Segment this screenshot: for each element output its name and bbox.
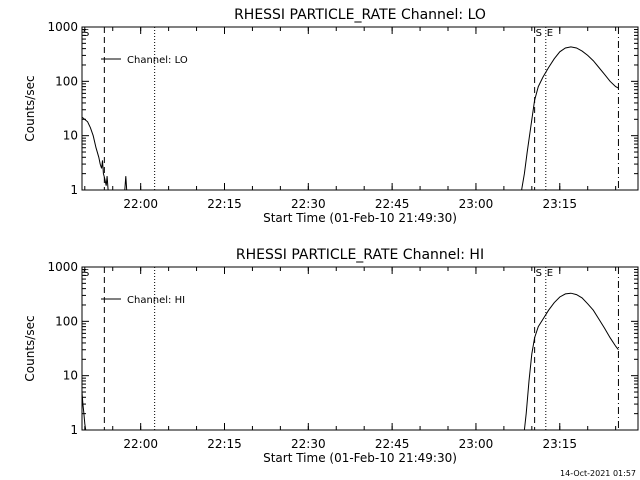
x-axis-label: Start Time (01-Feb-10 21:49:30) bbox=[263, 451, 457, 465]
series-line bbox=[523, 292, 619, 431]
x-tick-label: 22:00 bbox=[123, 437, 158, 451]
event-marker-label: S bbox=[536, 28, 542, 39]
x-tick-label: 22:30 bbox=[291, 197, 326, 211]
event-marker-label: E bbox=[547, 268, 553, 279]
y-tick-label: 1 bbox=[70, 183, 78, 197]
legend-label: Channel: LO bbox=[127, 55, 188, 66]
x-tick-label: 23:00 bbox=[459, 437, 494, 451]
event-marker-label: S bbox=[536, 268, 542, 279]
x-tick-label: 22:45 bbox=[375, 197, 410, 211]
y-tick-label: 1000 bbox=[47, 20, 78, 34]
series-line bbox=[124, 176, 128, 191]
chart-title: RHESSI PARTICLE_RATE Channel: HI bbox=[236, 247, 484, 263]
plot-frame bbox=[81, 26, 639, 191]
x-tick-label: 22:15 bbox=[207, 197, 242, 211]
x-tick-label: 22:00 bbox=[123, 197, 158, 211]
y-axis-label: Counts/sec bbox=[23, 75, 37, 141]
y-tick-label: 1000 bbox=[47, 260, 78, 274]
x-tick-label: 23:00 bbox=[459, 197, 494, 211]
y-axis-label: Counts/sec bbox=[23, 315, 37, 381]
x-tick-label: 23:15 bbox=[542, 197, 577, 211]
x-tick-label: 23:15 bbox=[542, 437, 577, 451]
y-tick-label: 1 bbox=[70, 423, 78, 437]
x-tick-label: 22:15 bbox=[207, 437, 242, 451]
event-marker-label: S bbox=[83, 28, 89, 39]
x-tick-label: 22:45 bbox=[375, 437, 410, 451]
y-tick-label: 10 bbox=[63, 369, 78, 383]
panel-hi-channel: RHESSI PARTICLE_RATE Channel: HI 22:00 22:… bbox=[23, 247, 639, 465]
plot-frame bbox=[81, 266, 639, 431]
plot-timestamp: 14-Oct-2021 01:57 bbox=[560, 469, 636, 478]
y-tick-label: 10 bbox=[63, 129, 78, 143]
panel-lo-channel: RHESSI PARTICLE_RATE Channel: LO 22:00 22:… bbox=[23, 7, 639, 225]
y-tick-label: 100 bbox=[55, 314, 78, 328]
series-line bbox=[521, 46, 619, 191]
y-tick-label: 100 bbox=[55, 74, 78, 88]
event-marker-label: S bbox=[83, 268, 89, 279]
chart-title: RHESSI PARTICLE_RATE Channel: LO bbox=[234, 7, 486, 23]
series-line bbox=[81, 391, 87, 431]
event-marker-label: E bbox=[547, 28, 553, 39]
series-line bbox=[81, 116, 109, 191]
x-axis-label: Start Time (01-Feb-10 21:49:30) bbox=[263, 211, 457, 225]
x-tick-label: 22:30 bbox=[291, 437, 326, 451]
legend-label: Channel: HI bbox=[127, 295, 185, 306]
